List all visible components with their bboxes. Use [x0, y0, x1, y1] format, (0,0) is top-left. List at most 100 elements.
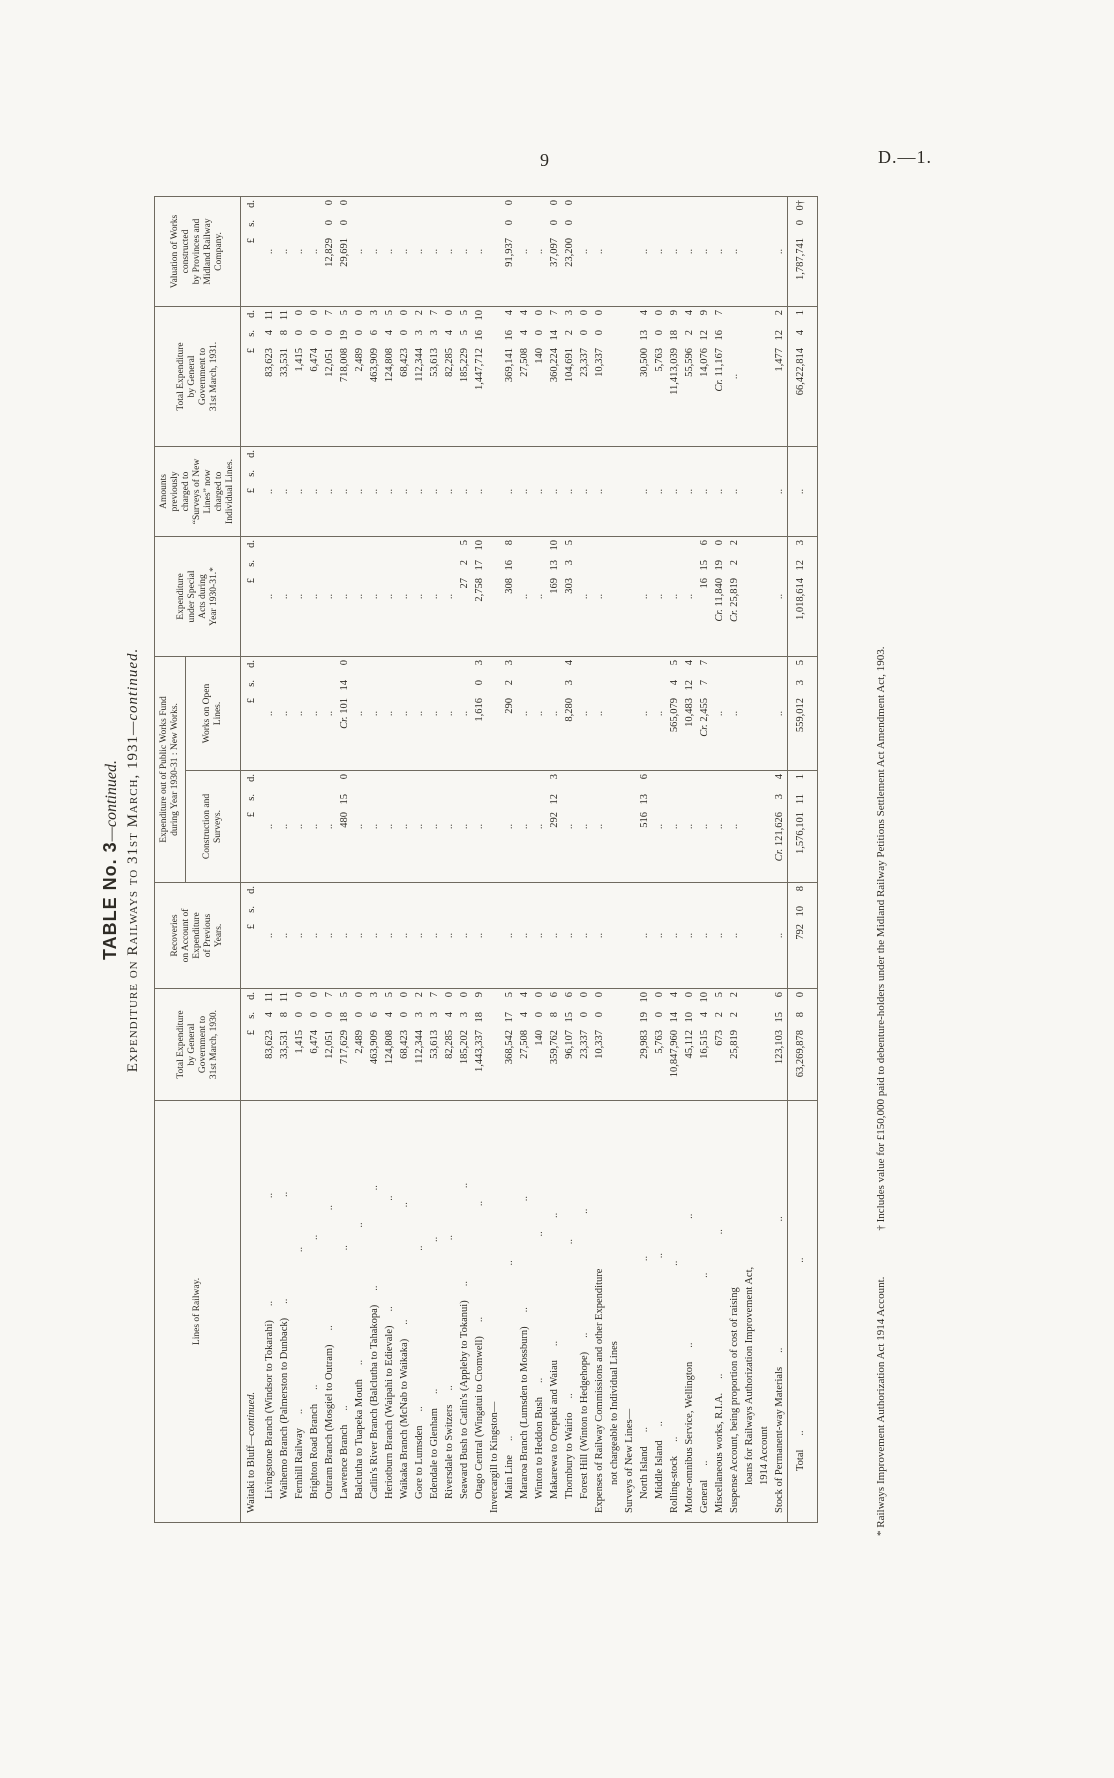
cell-y1930 — [607, 988, 622, 1101]
cell-y1930: 68,423 0 0 — [397, 988, 412, 1101]
cell-rec: .. — [712, 882, 727, 989]
cell-amt: .. — [352, 446, 367, 537]
cell-y1930: 368,542 17 5 — [502, 988, 517, 1101]
table-row: Suspense Account, being proportion of co… — [727, 196, 742, 1523]
cell-val: .. — [382, 196, 397, 307]
cell-y1931: 66,422,814 4 1 — [787, 306, 818, 447]
table-row: Mararoa Branch (Lumsden to Mossburn)....… — [517, 196, 532, 1523]
cell-amt: .. — [382, 446, 397, 537]
cell-y1931: 104,691 2 3 — [562, 306, 577, 447]
table-row: 1914 Account — [757, 196, 772, 1523]
cell-rec: .. — [307, 882, 322, 989]
cell-amt: .. — [667, 446, 682, 537]
cell-cons: .. — [517, 770, 532, 883]
cell-val: .. — [592, 196, 607, 307]
cell-val: .. — [682, 196, 697, 307]
cell-val: 12,829 0 0 — [322, 196, 337, 307]
cell-val — [607, 196, 622, 307]
cell-open: .. — [292, 656, 307, 771]
cell-open: 8,280 3 4 — [562, 656, 577, 771]
cell-y1931: 1,415 0 0 — [292, 306, 307, 447]
table-row: Rolling-stock.... 10,847,960 14 4.... 565,07… — [667, 196, 682, 1523]
cell-amt — [622, 446, 637, 537]
cell-spec: 308 16 8 — [502, 536, 517, 657]
cell-y1930 — [622, 988, 637, 1101]
cell-open: .. — [352, 656, 367, 771]
cell-rec: .. — [637, 882, 652, 989]
line-label: Winton to Heddon Bush.... — [532, 1100, 547, 1523]
cell-cons: £ s. d. — [240, 770, 262, 883]
cell-amt: .. — [292, 446, 307, 537]
cell-cons: .. — [502, 770, 517, 883]
cell-val: .. — [292, 196, 307, 307]
line-label: loans for Railways Authorization Improve… — [742, 1100, 757, 1523]
cell-open: .. — [382, 656, 397, 771]
col-header-spec: Expenditure under Special Acts during Year … — [154, 536, 241, 657]
cell-val: .. — [652, 196, 667, 307]
cell-y1930: 12,051 0 7 — [322, 988, 337, 1101]
cell-open: .. — [577, 656, 592, 771]
cell-y1931: £ s. d. — [240, 306, 262, 447]
cell-val: .. — [262, 196, 277, 307]
cell-y1931: Cr. 11,167 16 7 — [712, 306, 727, 447]
line-label: Brighton Road Branch.... — [307, 1100, 322, 1523]
cell-amt: .. — [712, 446, 727, 537]
cell-open: .. — [532, 656, 547, 771]
cell-y1931: 463,909 6 3 — [367, 306, 382, 447]
cell-open — [487, 656, 502, 771]
cell-amt: .. — [337, 446, 352, 537]
table-subtitle-continued: —continued. — [125, 647, 141, 736]
cell-amt: .. — [412, 446, 427, 537]
cell-amt: .. — [772, 446, 788, 537]
cell-y1930: 63,269,878 8 0 — [787, 988, 818, 1101]
cell-y1931 — [742, 306, 757, 447]
cell-val: 23,200 0 0 — [562, 196, 577, 307]
cell-spec: .. — [442, 536, 457, 657]
cell-cons: .. — [382, 770, 397, 883]
cell-open: .. — [322, 656, 337, 771]
cell-y1931: 140 0 0 — [532, 306, 547, 447]
cell-cons: .. — [667, 770, 682, 883]
table-row: General.... 16,515 4 10.... Cr. 2,455 7 7 16 15 6… — [697, 196, 712, 1523]
cell-val: .. — [352, 196, 367, 307]
line-label: Riversdale to Switzers.... — [442, 1100, 457, 1523]
rotated-table-block: TABLE No. 3—continued. Expenditure on Ra… — [100, 153, 960, 1548]
line-label: Outram Branch (Mosgiel to Outram).... — [322, 1100, 337, 1523]
cell-open: 559,012 3 5 — [787, 656, 818, 771]
cell-spec: .. — [532, 536, 547, 657]
cell-open: .. — [307, 656, 322, 771]
cell-cons: .. — [592, 770, 607, 883]
cell-y1930: 124,808 4 5 — [382, 988, 397, 1101]
cell-val — [742, 196, 757, 307]
cell-y1930: 23,337 0 0 — [577, 988, 592, 1101]
col-header-y1930: Total Expenditure by General Government to… — [154, 988, 241, 1101]
cell-amt: .. — [277, 446, 292, 537]
cell-rec — [487, 882, 502, 989]
cell-amt: .. — [472, 446, 487, 537]
col-header-amt: Amounts previously charged to “Surveys of N… — [154, 446, 241, 537]
cell-spec: .. — [517, 536, 532, 657]
table-row: Waitaki to Bluff—continued. £ s. d. £ s. d. £ s.… — [240, 196, 262, 1523]
cell-cons: .. — [457, 770, 472, 883]
line-label: 1914 Account — [757, 1100, 772, 1523]
cell-rec: .. — [577, 882, 592, 989]
cell-y1930: 25,819 2 2 — [727, 988, 742, 1101]
cell-spec — [622, 536, 637, 657]
cell-val: .. — [442, 196, 457, 307]
cell-spec: .. — [637, 536, 652, 657]
cell-val: .. — [727, 196, 742, 307]
cell-y1930 — [742, 988, 757, 1101]
cell-y1931: 53,613 3 7 — [427, 306, 442, 447]
cell-amt: .. — [697, 446, 712, 537]
cell-rec: .. — [562, 882, 577, 989]
line-label: Lawrence Branch.... — [337, 1100, 352, 1523]
cell-amt — [757, 446, 772, 537]
cell-y1930: 717,629 18 5 — [337, 988, 352, 1101]
table-row: Balclutha to Tuapeka Mouth.... 2,489 0 0...… — [352, 196, 367, 1523]
cell-y1931: 14,076 12 9 — [697, 306, 712, 447]
line-label: Edendale to Glenham.... — [427, 1100, 442, 1523]
table-row: Thornbury to Wairio.... 96,107 15 6.... 8,28… — [562, 196, 577, 1523]
cell-cons: 480 15 0 — [337, 770, 352, 883]
cell-open: .. — [262, 656, 277, 771]
cell-open: 290 2 3 — [502, 656, 517, 771]
